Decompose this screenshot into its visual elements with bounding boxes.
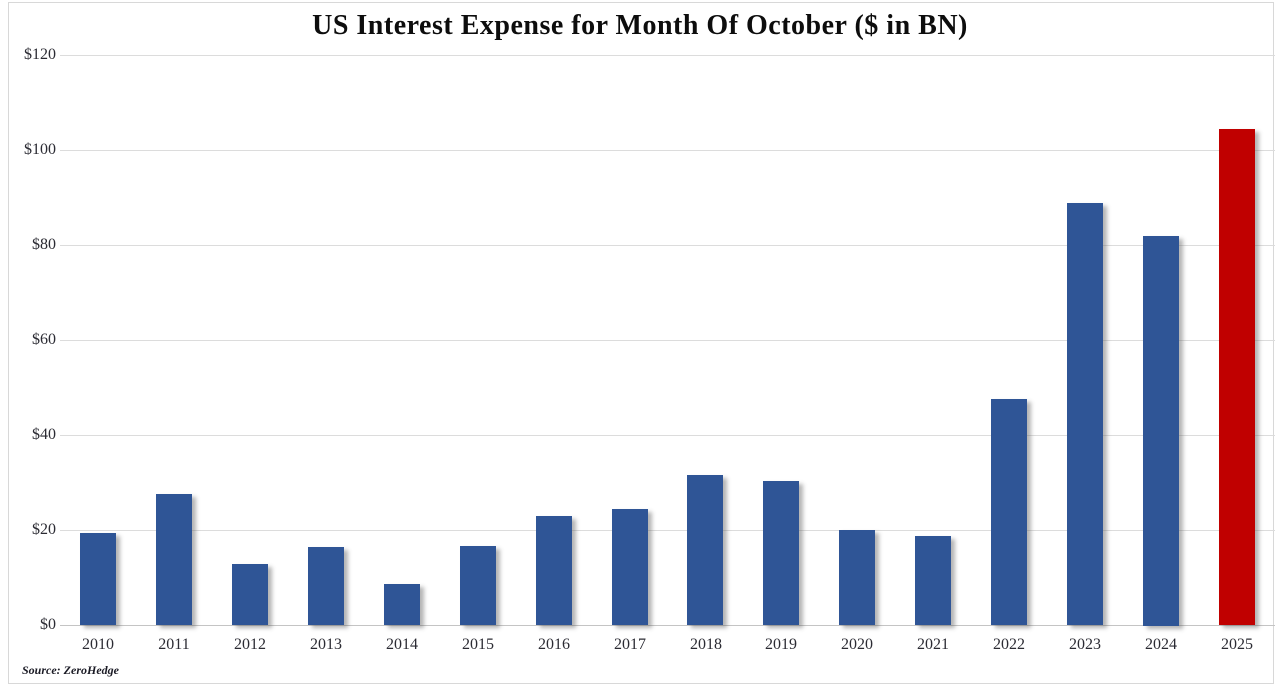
bar-2019 xyxy=(763,481,799,625)
x-axis-line xyxy=(60,625,1275,626)
bar-2017 xyxy=(612,509,648,625)
x-tick-label: 2010 xyxy=(82,636,114,653)
gridline-120 xyxy=(60,55,1275,56)
x-tick-label: 2019 xyxy=(765,636,797,653)
bar-2023 xyxy=(1067,203,1103,625)
bar-2011 xyxy=(156,494,192,625)
y-tick-label: $80 xyxy=(32,236,56,253)
bar-2021 xyxy=(915,536,951,625)
x-tick-label: 2021 xyxy=(917,636,949,653)
x-tick-label: 2018 xyxy=(690,636,722,653)
x-tick-label: 2025 xyxy=(1221,636,1253,653)
bar-2013 xyxy=(308,547,344,625)
bar-2022 xyxy=(991,399,1027,625)
bar-2018 xyxy=(687,475,723,625)
x-tick-label: 2022 xyxy=(993,636,1025,653)
x-tick-label: 2013 xyxy=(310,636,342,653)
y-tick-label: $100 xyxy=(24,141,56,158)
bar-2012 xyxy=(232,564,268,625)
bar-2020 xyxy=(839,530,875,625)
gridline-80 xyxy=(60,245,1275,246)
x-tick-label: 2020 xyxy=(841,636,873,653)
source-note: Source: ZeroHedge xyxy=(22,663,119,677)
bar-2016 xyxy=(536,516,572,625)
y-tick-label: $120 xyxy=(24,46,56,63)
gridline-100 xyxy=(60,150,1275,151)
y-tick-label: $0 xyxy=(40,616,56,633)
x-tick-label: 2011 xyxy=(158,636,190,653)
x-tick-label: 2024 xyxy=(1145,636,1177,653)
bar-2025 xyxy=(1219,129,1255,625)
y-tick-label: $60 xyxy=(32,331,56,348)
y-tick-label: $20 xyxy=(32,521,56,538)
bar-2014 xyxy=(384,584,420,625)
x-tick-label: 2015 xyxy=(462,636,494,653)
x-tick-label: 2017 xyxy=(614,636,646,653)
x-tick-label: 2023 xyxy=(1069,636,1101,653)
bar-2024 xyxy=(1143,236,1179,626)
x-tick-label: 2016 xyxy=(538,636,570,653)
x-tick-label: 2014 xyxy=(386,636,418,653)
chart-title: US Interest Expense for Month Of October… xyxy=(312,10,968,41)
gridline-60 xyxy=(60,340,1275,341)
gridline-40 xyxy=(60,435,1275,436)
x-tick-label: 2012 xyxy=(234,636,266,653)
bar-2015 xyxy=(460,546,496,625)
bar-2010 xyxy=(80,533,116,625)
gridline-20 xyxy=(60,530,1275,531)
y-tick-label: $40 xyxy=(32,426,56,443)
